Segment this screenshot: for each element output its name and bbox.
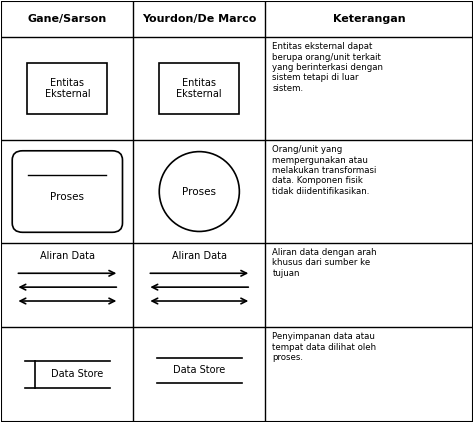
Text: Proses: Proses	[182, 187, 216, 197]
Text: Proses: Proses	[50, 192, 84, 202]
Text: Aliran Data: Aliran Data	[40, 250, 95, 261]
Text: Entitas eksternal dapat
berupa orang/unit terkait
yang berinterkasi dengan
siste: Entitas eksternal dapat berupa orang/uni…	[273, 42, 383, 93]
FancyBboxPatch shape	[12, 151, 122, 232]
Text: Orang/unit yang
mempergunakan atau
melakukan transformasi
data. Komponen fisik
t: Orang/unit yang mempergunakan atau melak…	[273, 145, 377, 196]
Text: Penyimpanan data atau
tempat data dilihat oleh
proses.: Penyimpanan data atau tempat data diliha…	[273, 332, 376, 362]
Text: Aliran Data: Aliran Data	[172, 250, 227, 261]
Bar	[159, 63, 239, 114]
Text: Data Store: Data Store	[173, 365, 226, 375]
Text: Data Store: Data Store	[51, 369, 103, 379]
Text: Yourdon/De Marco: Yourdon/De Marco	[142, 14, 256, 24]
Text: Gane/Sarson: Gane/Sarson	[28, 14, 107, 24]
Bar	[27, 63, 108, 114]
Text: Aliran data dengan arah
khusus dari sumber ke
tujuan: Aliran data dengan arah khusus dari sumb…	[273, 248, 377, 278]
Text: Entitas
Eksternal: Entitas Eksternal	[45, 78, 90, 99]
Text: Entitas
Eksternal: Entitas Eksternal	[176, 78, 222, 99]
Ellipse shape	[159, 151, 239, 231]
Text: Keterangan: Keterangan	[333, 14, 405, 24]
